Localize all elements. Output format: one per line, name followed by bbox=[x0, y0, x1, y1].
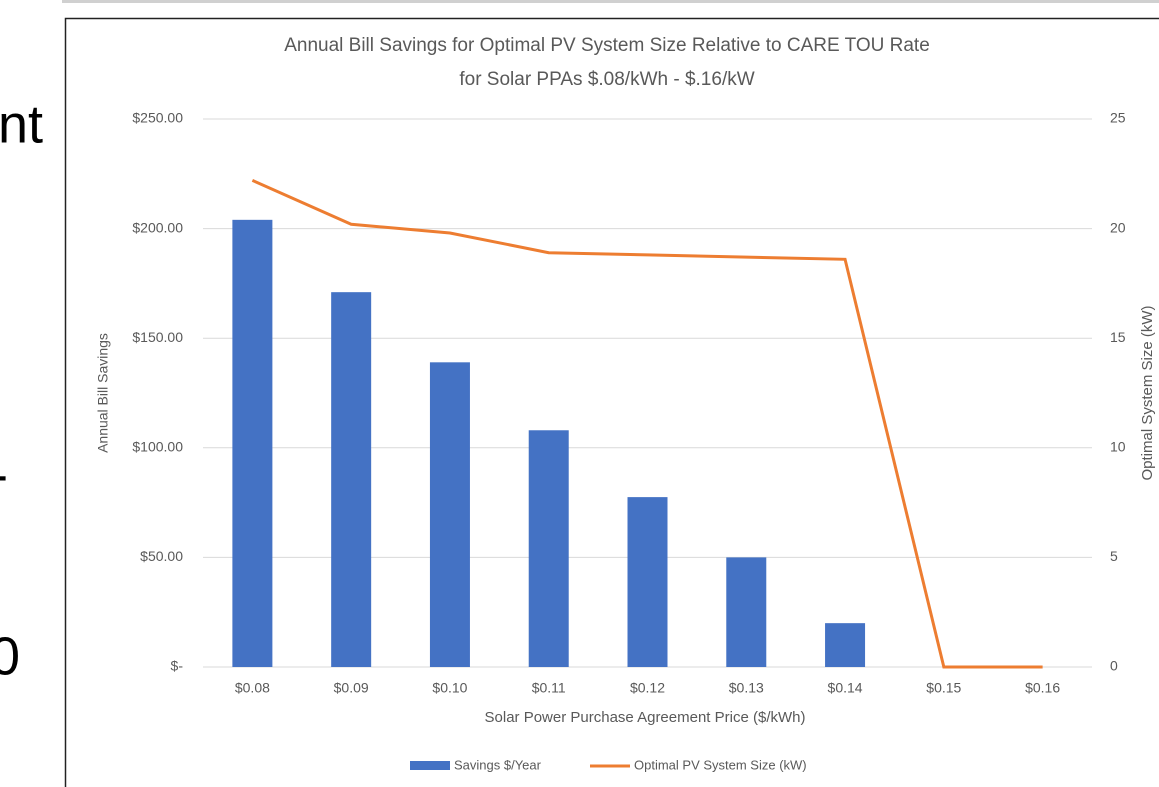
bar bbox=[232, 219, 273, 667]
y-tick-label: $100.00 bbox=[132, 439, 183, 455]
y2-tick-label: 5 bbox=[1110, 548, 1118, 564]
x-tick-label: $0.09 bbox=[334, 680, 369, 696]
x-tick-label: $0.14 bbox=[828, 680, 863, 696]
x-tick-label: $0.10 bbox=[432, 680, 467, 696]
bar bbox=[331, 292, 372, 667]
y2-tick-label: 0 bbox=[1110, 658, 1118, 674]
top-border bbox=[62, 0, 1159, 3]
y2-tick-label: 15 bbox=[1110, 329, 1126, 345]
chart-title: Annual Bill Savings for Optimal PV Syste… bbox=[284, 35, 930, 56]
y2-tick-label: 10 bbox=[1110, 439, 1126, 455]
bar bbox=[825, 623, 866, 667]
bar bbox=[429, 362, 470, 667]
x-tick-label: $0.12 bbox=[630, 680, 665, 696]
y2-axis-label: Optimal System Size (kW) bbox=[1139, 305, 1156, 480]
chart-frame bbox=[64, 17, 1159, 787]
y2-tick-label: 25 bbox=[1110, 110, 1126, 126]
y-tick-label: $250.00 bbox=[132, 110, 183, 126]
bar bbox=[528, 430, 569, 667]
y-tick-label: $200.00 bbox=[132, 219, 183, 235]
x-tick-label: $0.11 bbox=[532, 680, 566, 696]
fragment: - bbox=[0, 444, 8, 504]
fragment: 0 bbox=[0, 626, 20, 686]
legend-swatch bbox=[410, 761, 450, 770]
y-axis-label: Annual Bill Savings bbox=[95, 333, 111, 453]
y-tick-label: $150.00 bbox=[132, 329, 183, 345]
bar bbox=[627, 497, 668, 667]
x-tick-label: $0.08 bbox=[235, 680, 270, 696]
y-tick-label: $50.00 bbox=[140, 548, 183, 564]
fragment: nt bbox=[0, 94, 43, 154]
legend-label: Optimal PV System Size (kW) bbox=[634, 757, 807, 772]
x-tick-label: $0.15 bbox=[926, 680, 961, 696]
chart-title: for Solar PPAs $.08/kWh - $.16/kW bbox=[459, 69, 754, 90]
line bbox=[251, 179, 1043, 669]
legend-label: Savings $/Year bbox=[454, 757, 542, 772]
y-tick-label: $- bbox=[171, 658, 184, 674]
x-tick-label: $0.13 bbox=[729, 680, 764, 696]
x-axis-label: Solar Power Purchase Agreement Price ($/… bbox=[485, 709, 806, 726]
x-tick-label: $0.16 bbox=[1025, 680, 1060, 696]
bar bbox=[726, 557, 767, 667]
y2-tick-label: 20 bbox=[1110, 219, 1126, 235]
